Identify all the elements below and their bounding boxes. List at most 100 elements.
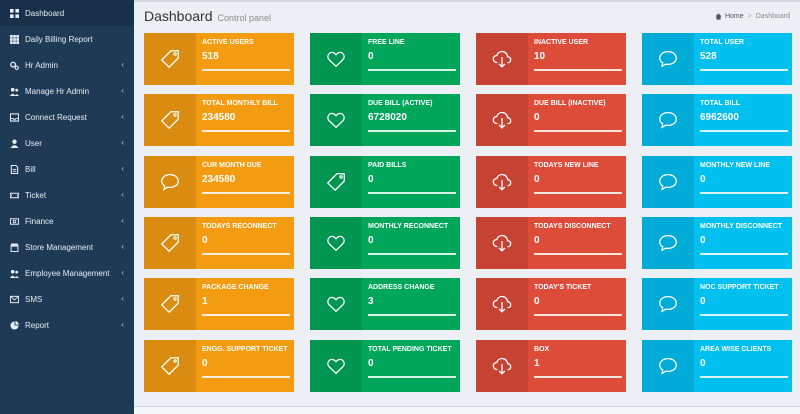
stat-card-area-wise-clients[interactable]: AREA WISE CLIENTS 0 [642,340,792,392]
sidebar-item-label: Bill [25,164,36,174]
stat-card-free-line[interactable]: FREE LINE 0 [310,33,460,85]
stat-card-label: ADDRESS CHANGE [368,284,435,291]
sidebar-item-store-management[interactable]: Store Management ‹ [0,234,134,260]
stat-card-progress [368,376,456,378]
stat-card-monthly-new-line[interactable]: MONTHLY NEW LINE 0 [642,156,792,208]
stat-card-progress [534,69,622,71]
chevron-left-icon: ‹ [121,242,124,251]
stat-card-address-change[interactable]: ADDRESS CHANGE 3 [310,278,460,330]
stat-card-value: 0 [368,174,374,185]
sidebar-item-bill[interactable]: Bill ‹ [0,156,134,182]
sidebar-item-finance[interactable]: Finance ‹ [0,208,134,234]
stat-card-todays-disconnect[interactable]: TODAYS DISCONNECT 0 [476,217,626,269]
chevron-left-icon: ‹ [121,216,124,225]
stat-card-noc-support-ticket[interactable]: NOC SUPPORT TICKET 0 [642,278,792,330]
stat-card-label: DUE BILL (ACTIVE) [368,100,433,107]
stat-card-due-bill-active[interactable]: DUE BILL (ACTIVE) 6728020 [310,94,460,146]
store-icon [10,242,19,252]
stat-card-paid-bills[interactable]: PAID BILLS 0 [310,156,460,208]
stat-card-total-user[interactable]: TOTAL USER 528 [642,33,792,85]
sidebar-item-user[interactable]: User ‹ [0,130,134,156]
stat-card-value: 518 [202,51,219,62]
sidebar-item-label: Ticket [25,190,47,200]
comment-icon [642,94,694,146]
stat-card-progress [534,192,622,194]
tag-icon [144,217,196,269]
stat-card-label: TODAY'S TICKET [534,284,592,291]
heart-icon [310,217,362,269]
sidebar: Dashboard Daily Billing Report Hr Admin … [0,0,134,414]
stat-card-inactive-user[interactable]: INACTIVE USER 10 [476,33,626,85]
page-subtitle: Control panel [217,13,272,23]
stat-card-monthly-disconnect[interactable]: MONTHLY DISCONNECT 0 [642,217,792,269]
envelope-icon [10,295,19,304]
stat-card-box[interactable]: BOX 1 [476,340,626,392]
inbox-icon [10,112,19,122]
stat-card-label: MONTHLY NEW LINE [700,162,771,169]
stat-card-value: 0 [202,358,208,369]
stat-card-todays-reconnect[interactable]: TODAYS RECONNECT 0 [144,217,294,269]
stat-card-progress [202,376,290,378]
stat-card-total-monthly-bill[interactable]: TOTAL MONTHLY BILL 234580 [144,94,294,146]
stat-card-value: 0 [534,235,540,246]
stat-card-label: ENGG. SUPPORT TICKET [202,346,288,353]
stat-card-label: TOTAL USER [700,39,744,46]
stat-card-label: ACTIVE USERS [202,39,254,46]
sidebar-item-connect-request[interactable]: Connect Request ‹ [0,104,134,130]
stat-card-progress [202,314,290,316]
stat-card-value: 234580 [202,112,236,123]
stat-card-package-change[interactable]: PACKAGE CHANGE 1 [144,278,294,330]
stat-card-todays-ticket[interactable]: TODAY'S TICKET 0 [476,278,626,330]
stat-card-progress [534,314,622,316]
stat-card-label: TODAYS DISCONNECT [534,223,611,230]
stat-card-total-bill[interactable]: TOTAL BILL 6962600 [642,94,792,146]
page-title: Dashboard Control panel [144,8,271,24]
stat-card-progress [534,376,622,378]
breadcrumb-home[interactable]: Home [724,13,744,20]
chevron-left-icon: ‹ [121,60,124,69]
stat-card-value: 10 [534,51,546,62]
stat-card-due-bill-inactive[interactable]: DUE BILL (INACTIVE) 0 [476,94,626,146]
stat-card-progress [202,253,290,255]
stat-card-engg-support-ticket[interactable]: ENGG. SUPPORT TICKET 0 [144,340,294,392]
sidebar-item-employee-management[interactable]: Employee Management ‹ [0,260,134,286]
stat-card-value: 0 [534,174,540,185]
employees-icon [10,269,19,278]
heart-icon [310,340,362,392]
stat-card-cur-month-due[interactable]: CUR MONTH DUE 234580 [144,156,294,208]
tag-icon [144,33,196,85]
tag-icon [144,278,196,330]
sidebar-item-label: Employee Management [25,268,110,278]
file-icon [10,164,19,174]
sidebar-item-daily-billing-report[interactable]: Daily Billing Report [0,26,134,52]
stat-card-label: TOTAL MONTHLY BILL [202,100,278,107]
stat-card-progress [700,253,788,255]
sidebar-item-dashboard[interactable]: Dashboard [0,0,134,26]
sidebar-item-ticket[interactable]: Ticket ‹ [0,182,134,208]
chevron-left-icon: ‹ [121,294,124,303]
stat-card-monthly-reconnect[interactable]: MONTHLY RECONNECT 0 [310,217,460,269]
stat-card-active-users[interactable]: ACTIVE USERS 518 [144,33,294,85]
stat-card-label: FREE LINE [368,39,405,46]
stat-card-value: 3 [368,296,374,307]
stat-card-progress [202,130,290,132]
dashboard-icon [10,8,19,18]
comment-icon [642,217,694,269]
stat-card-label: BOX [534,346,550,353]
stat-card-value: 234580 [202,174,236,185]
stat-card-progress [368,69,456,71]
stat-card-total-pending-ticket[interactable]: TOTAL PENDING TICKET 0 [310,340,460,392]
money-icon [10,217,19,226]
sidebar-item-sms[interactable]: SMS ‹ [0,286,134,312]
stat-card-todays-new-line[interactable]: TODAYS NEW LINE 0 [476,156,626,208]
sidebar-item-label: User [25,138,42,148]
stat-card-value: 0 [700,235,706,246]
stat-card-value: 1 [534,358,540,369]
sidebar-item-report[interactable]: Report ‹ [0,312,134,338]
stat-card-progress [700,376,788,378]
sidebar-item-hr-admin[interactable]: Hr Admin ‹ [0,52,134,78]
sidebar-item-manage-hr-admin[interactable]: Manage Hr Admin ‹ [0,78,134,104]
stat-card-label: AREA WISE CLIENTS [700,346,772,353]
stat-card-label: MONTHLY RECONNECT [368,223,449,230]
stat-card-value: 6962600 [700,112,739,123]
